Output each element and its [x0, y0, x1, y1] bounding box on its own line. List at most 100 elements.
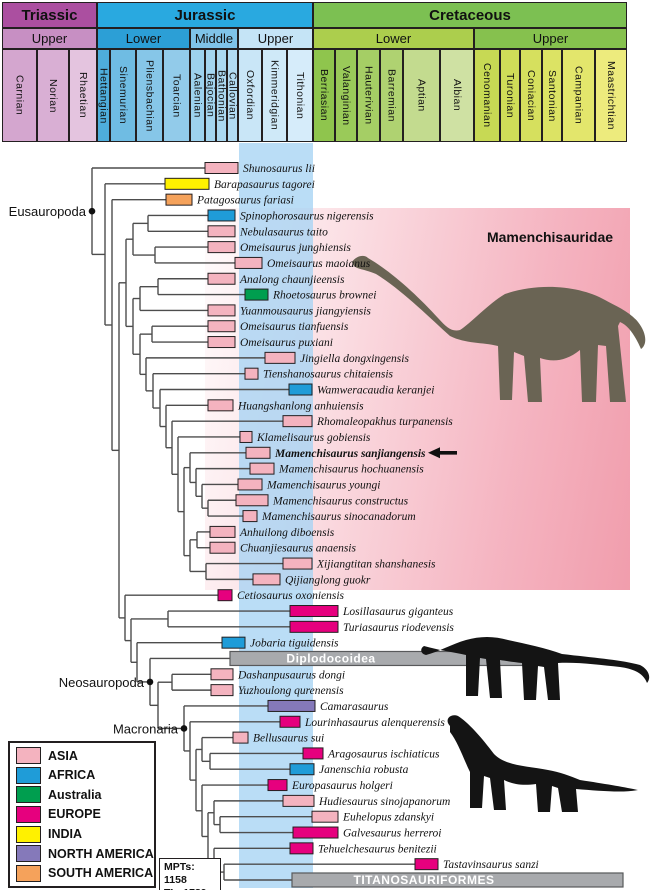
- legend-swatch: [16, 825, 41, 843]
- taxon-labels: Shunosaurus lii Barapasaurus tagorei Patag…: [196, 163, 539, 887]
- taxon-label: Klamelisaurus gobiensis: [256, 432, 371, 444]
- legend-label: INDIA: [48, 827, 83, 842]
- clade-label-eusauropoda: Eusauropoda: [9, 204, 87, 219]
- taxon-label: Rhomaleopakhus turpanensis: [316, 416, 453, 428]
- stage-albian: Albian: [440, 49, 474, 142]
- stage-coniacian: Coniacian: [520, 49, 542, 142]
- range-box: [207, 241, 236, 254]
- taxon-label: Yuzhoulong qurenensis: [238, 685, 344, 697]
- stage-hettangian: Hettangian: [97, 49, 110, 142]
- range-box: [210, 684, 234, 697]
- range-box: [210, 668, 234, 681]
- tree-branches: [91, 167, 415, 881]
- taxon-label: Mamenchisaurus youngi: [266, 479, 380, 491]
- range-box: [232, 731, 249, 744]
- node-dots-and-clade-labels: Macronaria Neosauropoda Eusauropoda: [9, 204, 457, 736]
- taxon-label: Wamweracaudia keranjei: [317, 385, 434, 397]
- range-box: [207, 304, 236, 317]
- node-dot: [88, 207, 96, 215]
- taxon-label: Europasaurus holgeri: [291, 780, 393, 792]
- range-box: [242, 510, 258, 523]
- range-box: [302, 747, 324, 760]
- taxon-label: Nebulasaurus taito: [239, 226, 328, 238]
- taxon-label: Huangshanlong anhuiensis: [237, 400, 364, 412]
- stage-rhaetian: Rhaetian: [69, 49, 97, 142]
- epoch-cretaceous-lower: Lower: [313, 28, 474, 49]
- epoch-jurassic-middle: Middle: [190, 28, 238, 49]
- clade-bar-titanosauriformes: [291, 872, 624, 888]
- range-box: [282, 415, 313, 428]
- tl-value: TL: 1789: [164, 887, 216, 890]
- range-box: [414, 858, 439, 871]
- node-dot: [180, 725, 188, 732]
- taxon-label: Turiasaurus riodevensis: [343, 622, 454, 634]
- range-box: [288, 383, 313, 396]
- legend-swatch: [16, 805, 41, 823]
- stage-hauterivian: Hauterivian: [357, 49, 380, 142]
- legend-swatch: [16, 766, 41, 784]
- stage-oxfordian: Oxfordian: [238, 49, 262, 142]
- legend-item-asia: ASIA: [16, 747, 154, 765]
- geologic-timescale: Triassic Upper Carnian Norian Rhaetian Jurass…: [2, 2, 627, 142]
- legend-item-north-america: NORTH AMERICA: [16, 845, 154, 863]
- range-box: [267, 699, 316, 712]
- stage-turonian: Turonian: [500, 49, 520, 142]
- taxon-label: Jobaria tiguidensis: [250, 638, 339, 650]
- taxon-label: Mamenchisaurus hochuanensis: [278, 464, 424, 476]
- legend-item-europe: EUROPE: [16, 805, 154, 823]
- legend-item-south-america: SOUTH AMERICA: [16, 864, 154, 882]
- taxon-label: Yuanmousaurus jiangyiensis: [240, 305, 371, 317]
- stage-sinemurian: Sinemurian: [110, 49, 136, 142]
- taxon-label: Analong chaunjieensis: [239, 274, 345, 286]
- range-box: [207, 209, 236, 222]
- taxon-label: Tehuelchesaurus benitezii: [318, 843, 437, 855]
- range-box: [209, 525, 236, 538]
- range-box: [207, 336, 236, 349]
- epoch-jurassic-lower: Lower: [97, 28, 190, 49]
- taxon-label: Barapasaurus tagorei: [214, 179, 315, 191]
- taxon-label: Omeisaurus tianfuensis: [240, 321, 349, 333]
- taxon-label: Cetiosaurus oxoniensis: [237, 590, 345, 602]
- legend-item-australia: Australia: [16, 786, 154, 804]
- epoch-jurassic-upper: Upper: [238, 28, 313, 49]
- legend-label: ASIA: [48, 748, 78, 763]
- taxon-label: Chuanjiesaurus anaensis: [240, 543, 356, 555]
- taxon-label: Aragosaurus ischiaticus: [327, 748, 440, 760]
- taxon-label: Hudiesaurus sinojapanorum: [318, 796, 450, 808]
- range-box: [292, 826, 339, 839]
- taxon-label: Tienshanosaurus chitaiensis: [263, 369, 394, 381]
- range-box: [245, 446, 271, 459]
- clade-bar-label: Diplodocoidea: [286, 651, 375, 665]
- stage-campanian: Campanian: [562, 49, 595, 142]
- range-box: [217, 589, 233, 602]
- diplodocoid-silhouette: [421, 637, 650, 700]
- taxon-label: Shunosaurus lii: [243, 163, 315, 175]
- range-box: [282, 557, 313, 570]
- era-cretaceous: Cretaceous: [313, 2, 627, 28]
- taxon-label: Qijianglong guokr: [285, 574, 371, 586]
- range-box: [164, 177, 210, 190]
- range-box: [207, 320, 236, 333]
- taxon-label: Tastavinsaurus sanzi: [443, 859, 539, 871]
- range-box: [204, 162, 239, 174]
- taxon-label: Janenschia robusta: [319, 764, 409, 776]
- clade-label-neosauropoda: Neosauropoda: [59, 675, 145, 690]
- taxon-label: Camarasaurus: [320, 701, 389, 713]
- taxon-label: Anhuilong diboensis: [239, 527, 335, 539]
- highlight-arrow-icon: [428, 447, 457, 459]
- range-box: [244, 367, 259, 380]
- titanosauriform-silhouette: [447, 715, 638, 812]
- stage-kimmeridgian: Kimmeridgian: [262, 49, 287, 142]
- legend-swatch: [16, 864, 41, 882]
- range-box: [267, 779, 288, 792]
- tree-score-box: MPTs: 1158 TL: 1789: [159, 858, 221, 890]
- continent-legend: ASIA AFRICA Australia EUROPE INDIA NORTH AMER…: [8, 741, 156, 888]
- taxon-label: Omeisaurus puxiani: [240, 337, 333, 349]
- legend-label: Australia: [48, 787, 102, 802]
- taxon-label: Bellusaurus sui: [253, 733, 324, 745]
- clade-bar-label: TITANOSAURIFORMES: [354, 873, 495, 887]
- mamenchisaurid-image: [352, 255, 646, 402]
- legend-swatch: [16, 747, 41, 765]
- taxon-label: Omeisaurus junghiensis: [240, 242, 351, 254]
